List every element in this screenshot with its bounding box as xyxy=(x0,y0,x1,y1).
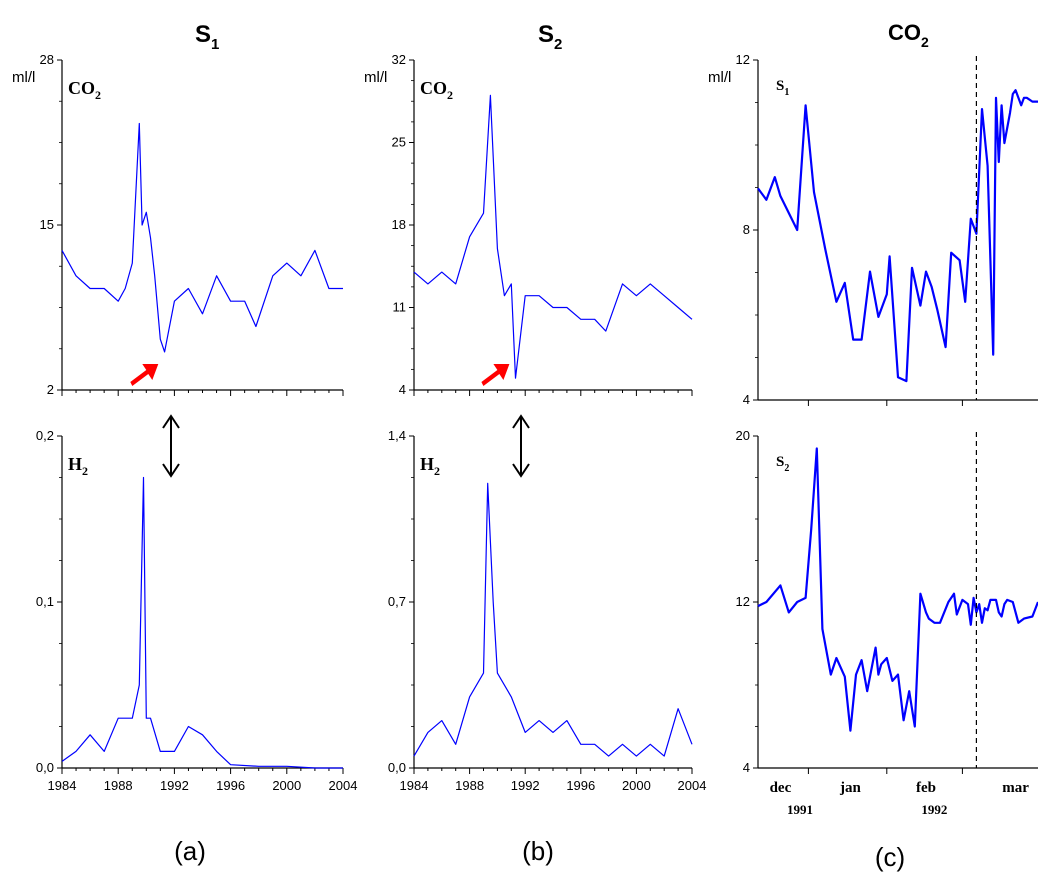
chart-a-1-xtick-label: 2004 xyxy=(329,778,358,793)
chart-c-5-ytick-label: 20 xyxy=(736,428,750,443)
chart-b-2-ytick-label: 25 xyxy=(392,135,406,150)
chart-b-3-ytick-label: 1,4 xyxy=(388,428,406,443)
chart-c-4-ytick-label: 4 xyxy=(743,392,750,407)
chart-a-0-series-line xyxy=(61,122,343,353)
year-label-1992: 1992 xyxy=(921,802,947,817)
chart-b-3-xtick-label: 2000 xyxy=(622,778,651,793)
chart-a-1-xtick-label: 1996 xyxy=(216,778,245,793)
chart-a-0-ylabel: ml/l xyxy=(12,69,35,86)
double-arrow-head-down-icon xyxy=(512,463,530,478)
panel-b-label: (b) xyxy=(522,836,554,866)
chart-c-5-annotation: S2 xyxy=(776,454,789,474)
chart-b-3-xtick-label: 1984 xyxy=(400,778,429,793)
chart-b-3-ytick-label: 0,7 xyxy=(388,594,406,609)
chart-a-0-ytick-label: 2 xyxy=(47,382,54,397)
chart-b-2-annotation: CO2 xyxy=(420,78,453,102)
chart-b-2-ytick-label: 4 xyxy=(399,382,406,397)
chart-b-3-xtick-label: 2004 xyxy=(678,778,707,793)
chart-b-3-xtick-label: 1992 xyxy=(511,778,540,793)
panel-a-title: S1 xyxy=(195,21,219,53)
double-arrow-head-up-icon xyxy=(162,414,180,429)
chart-c-4-ylabel: ml/l xyxy=(708,69,731,86)
chart-c-5-series-line xyxy=(757,447,1038,732)
chart-b-3-ytick-label: 0,0 xyxy=(388,760,406,775)
chart-b-2-ytick-label: 32 xyxy=(392,52,406,67)
chart-a-0-ytick-label: 28 xyxy=(40,52,54,67)
panel-b-title: S2 xyxy=(538,21,562,53)
chart-b-3-series-line xyxy=(413,482,693,757)
month-label-feb: feb xyxy=(916,780,936,796)
chart-a-1-xtick-label: 1984 xyxy=(48,778,77,793)
chart-a-1-xtick-label: 2000 xyxy=(272,778,301,793)
chart-c-4-annotation: S1 xyxy=(776,78,789,98)
month-label-mar: mar xyxy=(1002,780,1029,796)
chart-c-5-ytick-label: 12 xyxy=(736,594,750,609)
chart-b-3-xtick-label: 1988 xyxy=(455,778,484,793)
chart-c-5-ytick-label: 4 xyxy=(743,760,750,775)
chart-b-2-ytick-label: 11 xyxy=(393,300,407,315)
chart-a-1-xtick-label: 1988 xyxy=(104,778,133,793)
chart-a-1-ytick-label: 0,1 xyxy=(36,594,54,609)
panel-c-title: CO2 xyxy=(888,20,929,50)
chart-a-1-annotation: H2 xyxy=(68,454,88,478)
chart-b-3-annotation: H2 xyxy=(420,454,440,478)
year-label-1991: 1991 xyxy=(787,802,813,817)
panel-c-label: (c) xyxy=(875,842,905,872)
chart-a-1-xtick-label: 1992 xyxy=(160,778,189,793)
chart-c-4-series-line xyxy=(757,89,1038,383)
double-arrow-head-down-icon xyxy=(162,463,180,478)
month-label-jan: jan xyxy=(839,780,861,796)
double-arrow-head-up-icon xyxy=(512,414,530,429)
month-label-dec: dec xyxy=(770,780,792,796)
chart-a-1-ytick-label: 0,0 xyxy=(36,760,54,775)
chart-b-3-xtick-label: 1996 xyxy=(566,778,595,793)
chart-a-1-ytick-label: 0,2 xyxy=(36,428,54,443)
chart-b-2-ylabel: ml/l xyxy=(364,69,387,86)
chart-b-2-ytick-label: 18 xyxy=(392,217,406,232)
chart-c-4-ytick-label: 8 xyxy=(743,222,750,237)
chart-b-2-red-arrow-icon xyxy=(481,364,510,386)
chart-a-0-annotation: CO2 xyxy=(68,78,101,102)
panel-a-label: (a) xyxy=(174,836,206,866)
chart-b-2-series-line xyxy=(413,94,693,379)
chart-c-4-ytick-label: 12 xyxy=(736,52,750,67)
chart-a-0-ytick-label: 15 xyxy=(40,217,54,232)
chart-a-1-series-line xyxy=(61,476,343,769)
chart-a-0-red-arrow-icon xyxy=(130,364,159,386)
